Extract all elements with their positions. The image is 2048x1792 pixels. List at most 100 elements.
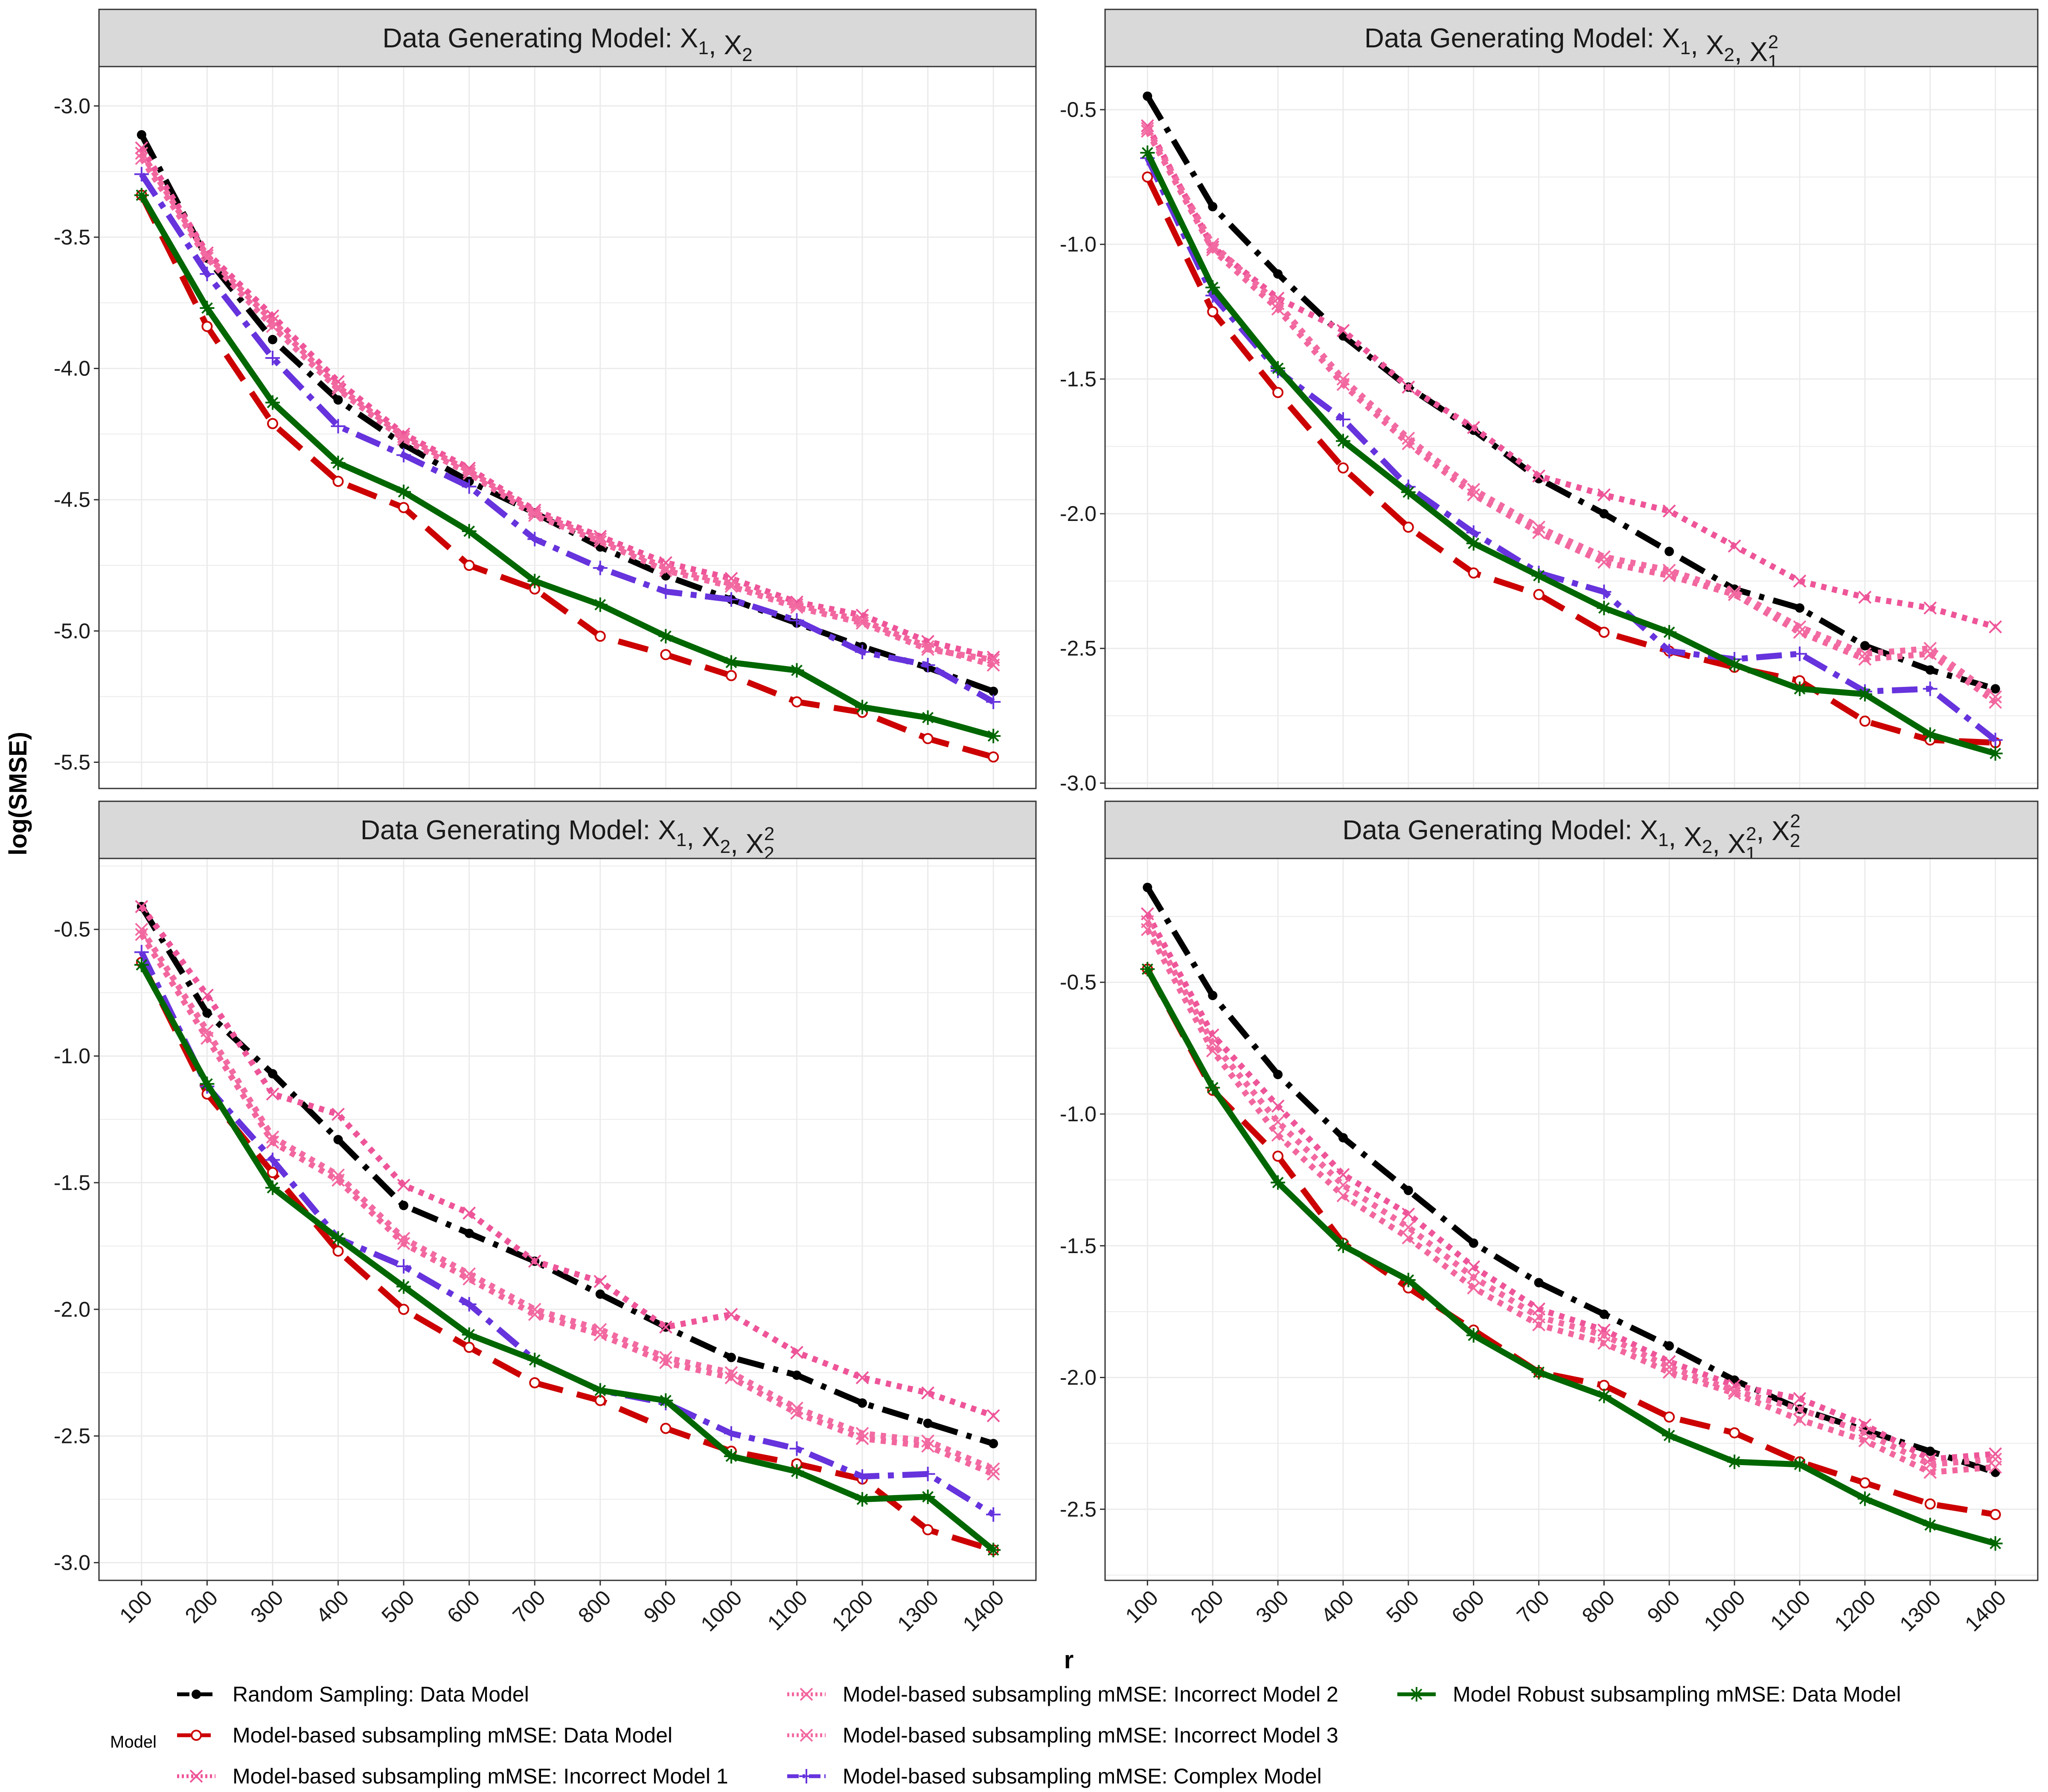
y-tick-label: -1.0 [1060, 233, 1097, 256]
data-point [1597, 1388, 1612, 1403]
data-point [789, 1441, 804, 1456]
series-model-based-subsampling-mmse-incorrect-model-1 [135, 900, 1000, 1423]
data-point [1664, 1411, 1675, 1423]
data-point [660, 1423, 672, 1434]
data-point [266, 1135, 279, 1149]
data-point [1205, 280, 1220, 295]
plot-area [1105, 67, 2038, 788]
data-point [1273, 269, 1283, 279]
data-point [1989, 690, 2002, 704]
legend-label: Model-based subsampling mMSE: Complex Mo… [843, 1764, 1322, 1788]
series-model-robust-subsampling-mmse-data-model [1140, 145, 2003, 761]
data-point [593, 597, 608, 612]
data-point [1989, 1447, 2002, 1461]
legend-key-marker [191, 1730, 202, 1741]
data-point [1664, 1341, 1674, 1351]
data-point [1988, 746, 2003, 761]
data-point [1467, 1260, 1481, 1274]
data-point [986, 1462, 1000, 1476]
data-point [1401, 485, 1416, 500]
data-point [1272, 1150, 1284, 1162]
data-point [921, 1434, 935, 1448]
data-point [200, 1024, 214, 1038]
data-point [1793, 625, 1807, 639]
data-point [1402, 521, 1414, 533]
data-point [1140, 962, 1155, 977]
data-point [135, 922, 148, 936]
y-tick-label: -0.5 [1060, 98, 1097, 122]
data-point [1271, 1100, 1285, 1113]
data-point [1402, 431, 1415, 445]
panel-title: Data Generating Model: X1, X2, X12 [1364, 23, 1778, 72]
legend-key-marker [1409, 1687, 1424, 1702]
series-line [1145, 127, 1997, 699]
data-point [1467, 421, 1481, 434]
y-tick-label: -4.5 [54, 488, 90, 512]
data-point [1402, 1207, 1415, 1221]
data-point [1860, 641, 1870, 651]
data-point [1924, 1498, 1936, 1510]
data-point [200, 251, 214, 265]
data-point [1206, 238, 1219, 251]
data-point [1140, 915, 1154, 928]
data-point [1662, 1360, 1676, 1374]
data-point [1271, 1115, 1285, 1129]
data-point [1599, 509, 1609, 519]
data-point [398, 1303, 410, 1315]
series-model-robust-subsampling-mmse-data-model [134, 188, 1001, 743]
data-point [1989, 1452, 2002, 1466]
data-point [1208, 202, 1218, 212]
y-tick-label: -2.0 [1060, 1366, 1097, 1390]
data-point [1402, 1231, 1415, 1245]
data-point [1597, 488, 1611, 502]
data-point [660, 649, 672, 660]
data-point [986, 694, 1001, 709]
data-point [1792, 681, 1807, 696]
data-point [1468, 567, 1479, 579]
panel-strip [1104, 800, 2039, 859]
series-line [1145, 94, 1996, 692]
data-point [1140, 145, 1155, 160]
data-point [659, 1351, 672, 1364]
legend-label: Model-based subsampling mMSE: Incorrect … [843, 1682, 1338, 1706]
panel-border [98, 66, 1037, 789]
data-point [593, 1323, 607, 1336]
data-point [724, 579, 738, 593]
legend-title: Model [110, 1733, 157, 1751]
data-point [396, 1259, 411, 1274]
data-point [920, 1489, 935, 1504]
data-point [594, 631, 606, 642]
data-point [789, 613, 804, 628]
data-point [791, 696, 803, 707]
data-point [1271, 1128, 1285, 1142]
data-point [266, 314, 279, 328]
data-point [1597, 1329, 1611, 1342]
data-point [267, 418, 278, 429]
data-point [989, 687, 998, 696]
data-point [266, 1130, 279, 1144]
series-line [139, 933, 995, 1477]
data-point [858, 1398, 867, 1408]
data-point [463, 560, 475, 571]
data-point [1597, 1323, 1611, 1337]
grid [1105, 858, 2038, 1580]
panel-title: Data Generating Model: X1, X2, X22 [361, 815, 774, 864]
legend-item: Model-based subsampling mMSE: Incorrect … [787, 1682, 1338, 1706]
data-point [1271, 1175, 1286, 1190]
data-point [332, 383, 345, 396]
data-point [135, 146, 148, 160]
panel-strip [98, 800, 1037, 859]
data-point [135, 151, 148, 165]
data-point [920, 710, 935, 725]
data-point [1402, 1221, 1415, 1234]
data-point [134, 945, 149, 960]
data-point [1532, 526, 1545, 539]
data-point [1859, 716, 1871, 727]
data-point [396, 448, 411, 463]
data-point [658, 629, 673, 644]
panel-2: Data Generating Model: X1, X2, X12 -0.5 -1… [1060, 9, 2039, 795]
data-point [1858, 647, 1872, 660]
data-point [921, 1439, 935, 1453]
data-point [986, 1507, 1001, 1522]
data-point [1925, 1446, 1935, 1456]
